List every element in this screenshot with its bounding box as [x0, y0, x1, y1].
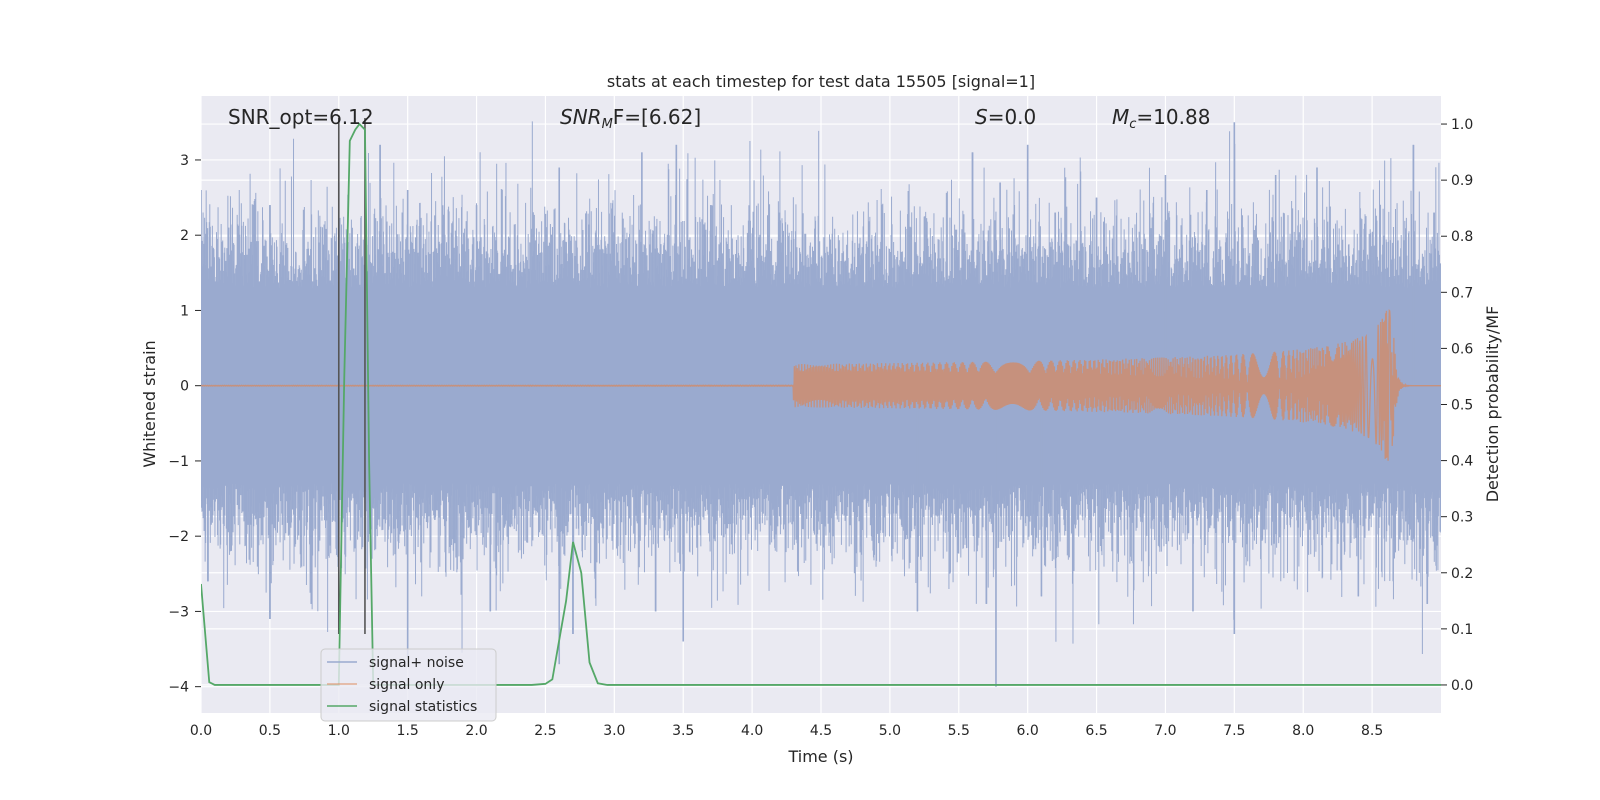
y2-tick-label: 0.0	[1451, 678, 1473, 694]
y2-tick-label: 0.9	[1451, 173, 1473, 189]
x-tick-label: 1.5	[397, 723, 419, 739]
x-tick-label: 4.5	[810, 723, 832, 739]
x-tick-label: 8.0	[1292, 723, 1314, 739]
y-tick-label: −1	[168, 454, 189, 470]
y2-tick-label: 1.0	[1451, 117, 1473, 133]
y2-tick-label: 0.3	[1451, 510, 1473, 526]
y-tick-label: 2	[180, 228, 189, 244]
y-tick-label: −3	[168, 604, 189, 620]
x-tick-label: 0.0	[190, 723, 212, 739]
y-tick-label: 0	[180, 379, 189, 395]
x-tick-label: 1.0	[328, 723, 350, 739]
y-tick-label: 1	[180, 303, 189, 319]
y2-tick-label: 0.7	[1451, 285, 1473, 301]
y2-tick-label: 0.1	[1451, 622, 1473, 638]
x-tick-label: 0.5	[259, 723, 281, 739]
data-layer	[201, 121, 1441, 687]
x-tick-label: 5.5	[948, 723, 970, 739]
x-tick-label: 2.5	[534, 723, 556, 739]
y2-tick-label: 0.6	[1451, 341, 1473, 357]
legend-label-signal-noise: signal+ noise	[369, 655, 464, 671]
x-tick-label: 3.5	[672, 723, 694, 739]
x-tick-label: 4.0	[741, 723, 763, 739]
y2-axis-ticks: 0.0 0.1 0.2 0.3 0.4 0.5 0.6 0.7 0.8 0.9 1.0	[1441, 117, 1473, 694]
y2-tick-label: 0.5	[1451, 398, 1473, 414]
x-tick-label: 8.5	[1361, 723, 1383, 739]
annotation-s: S=0.0	[975, 105, 1036, 129]
x-axis-label: Time (s)	[787, 747, 853, 766]
y2-tick-label: 0.2	[1451, 566, 1473, 582]
annotation-snr-opt: SNR_opt=6.12	[228, 105, 374, 129]
y-axis-label: Whitened strain	[140, 340, 159, 467]
y2-tick-label: 0.8	[1451, 229, 1473, 245]
legend-label-signal-statistics: signal statistics	[369, 699, 477, 715]
y2-axis-label: Detection probability/MF	[1483, 306, 1502, 503]
x-tick-label: 6.5	[1085, 723, 1107, 739]
annotation-snr-mf: SNRMF=[6.62]	[560, 105, 701, 132]
y2-tick-label: 0.4	[1451, 454, 1473, 470]
x-tick-label: 6.0	[1017, 723, 1039, 739]
y-tick-label: −2	[168, 529, 189, 545]
signal-only-trace	[201, 308, 1441, 461]
x-tick-label: 7.0	[1154, 723, 1176, 739]
y-tick-label: −4	[168, 680, 189, 696]
y-axis-ticks: −4 −3 −2 −1 0 1 2 3	[168, 153, 201, 696]
y-tick-label: 3	[180, 153, 189, 169]
legend: signal+ noise signal only signal statist…	[320, 648, 497, 722]
x-axis-ticks: 0.0 0.5 1.0 1.5 2.0 2.5 3.0 3.5 4.0 4.5 5.0 5.5 6.0 6…	[190, 723, 1383, 739]
chart-title: stats at each timestep for test data 155…	[607, 72, 1035, 91]
legend-label-signal-only: signal only	[369, 677, 444, 693]
x-tick-label: 7.5	[1223, 723, 1245, 739]
x-tick-label: 3.0	[603, 723, 625, 739]
vertical-markers	[337, 118, 366, 634]
x-tick-label: 2.0	[465, 723, 487, 739]
x-tick-label: 5.0	[879, 723, 901, 739]
legend-box	[320, 648, 497, 722]
annotation-chirp-mass: Mc=10.88	[1112, 105, 1210, 132]
